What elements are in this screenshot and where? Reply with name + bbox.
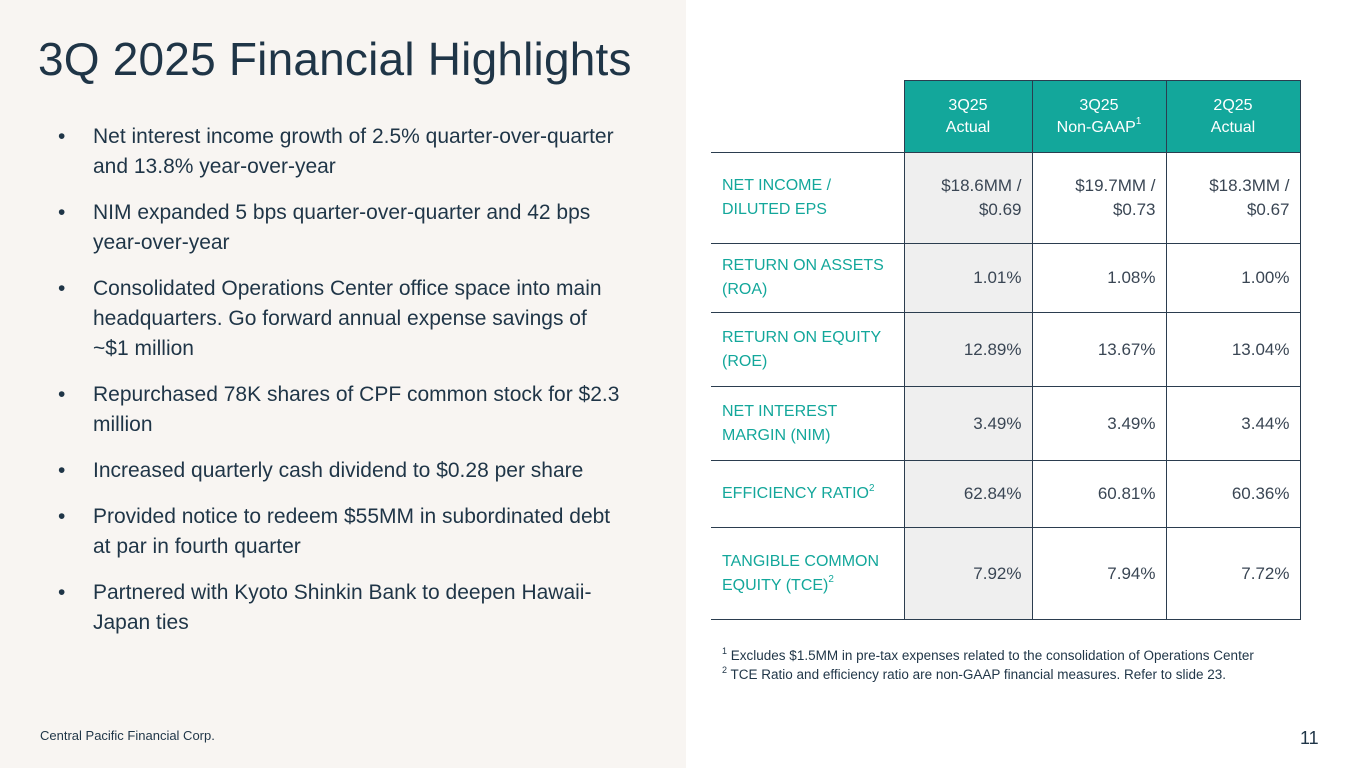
bullet-icon: • — [58, 459, 66, 482]
table-cell: 3.49% — [1031, 386, 1166, 461]
table-cell: 13.04% — [1165, 312, 1301, 387]
footer-company-name: Central Pacific Financial Corp. — [40, 728, 215, 743]
bullet-text: Partnered with Kyoto Shinkin Bank to dee… — [93, 581, 592, 634]
column-header-period: 3Q25 — [948, 96, 988, 114]
table-cell: 1.08% — [1031, 243, 1166, 313]
table-cell: 7.92% — [903, 527, 1032, 620]
row-label-roa: RETURN ON ASSETS (ROA) — [711, 243, 904, 313]
table-cell: 13.67% — [1031, 312, 1166, 387]
list-item: • Repurchased 78K shares of CPF common st… — [58, 380, 628, 440]
cell-value: $0.69 — [978, 200, 1022, 219]
table-cell: 3.49% — [903, 386, 1032, 461]
bullet-text: Consolidated Operations Center office sp… — [93, 277, 602, 360]
footnote: 1 Excludes $1.5MM in pre-tax expenses re… — [722, 646, 1254, 665]
row-label-roe: RETURN ON EQUITY (ROE) — [711, 312, 904, 387]
table-cell: 60.81% — [1031, 460, 1166, 528]
footnote-marker: 2 — [828, 574, 834, 586]
table-cell: 60.36% — [1165, 460, 1301, 528]
bullet-icon: • — [58, 277, 66, 300]
bullet-text: Increased quarterly cash dividend to $0.… — [93, 459, 584, 482]
table-cell: 1.00% — [1165, 243, 1301, 313]
column-header-3q25-non-gaap: 3Q25 Non-GAAP1 — [1031, 80, 1167, 153]
row-label-line: (ROA) — [722, 281, 768, 298]
row-label-line: (ROE) — [722, 352, 768, 370]
bullet-icon: • — [58, 581, 66, 604]
page-number: 11 — [1300, 728, 1319, 748]
cell-value: $18.6MM / — [941, 176, 1022, 195]
footnotes: 1 Excludes $1.5MM in pre-tax expenses re… — [722, 646, 1254, 684]
footnote-marker: 2 — [722, 664, 728, 675]
cell-value: $19.7MM / — [1075, 176, 1156, 195]
row-label-line: RETURN ON EQUITY — [722, 328, 882, 346]
footnote-text: Excludes $1.5MM in pre-tax expenses rela… — [730, 648, 1254, 663]
footnote-marker: 2 — [868, 482, 875, 494]
list-item: • Consolidated Operations Center office s… — [58, 274, 628, 364]
table-row: NET INCOME / DILUTED EPS $18.6MM / $0.69… — [711, 152, 1301, 244]
column-header-period: 3Q25 — [1079, 96, 1119, 114]
bullet-icon: • — [58, 125, 66, 148]
bullet-icon: • — [58, 383, 66, 406]
table-cell: 3.44% — [1165, 386, 1301, 461]
row-label-tce: TANGIBLE COMMON EQUITY (TCE)2 — [711, 527, 904, 620]
row-label-line: RETURN ON ASSETS — [722, 257, 884, 274]
column-header-period: 2Q25 — [1213, 96, 1253, 114]
column-header-type: Actual — [1210, 118, 1256, 136]
table-cell: $18.3MM / $0.67 — [1165, 152, 1301, 244]
table-row: EFFICIENCY RATIO2 62.84% 60.81% 60.36% — [711, 460, 1301, 528]
financial-metrics-table: 3Q25 Actual 3Q25 Non-GAAP1 2Q25 Actual N… — [711, 80, 1301, 620]
table-cell: 7.72% — [1165, 527, 1301, 620]
table-row: NET INTEREST MARGIN (NIM) 3.49% 3.49% 3.… — [711, 386, 1301, 461]
bullet-text: NIM expanded 5 bps quarter-over-quarter … — [93, 201, 591, 254]
row-label-line: NET INCOME / — [722, 177, 832, 194]
row-label-line: DILUTED EPS — [722, 201, 827, 218]
list-item: • Partnered with Kyoto Shinkin Bank to de… — [58, 578, 628, 638]
table-cell: 62.84% — [903, 460, 1032, 528]
row-label-net-income: NET INCOME / DILUTED EPS — [711, 152, 904, 244]
table-row: RETURN ON EQUITY (ROE) 12.89% 13.67% 13.… — [711, 312, 1301, 387]
left-panel — [0, 0, 686, 768]
bullet-text: Provided notice to redeem $55MM in subor… — [93, 505, 611, 558]
footnote-marker: 1 — [722, 645, 728, 656]
list-item: • NIM expanded 5 bps quarter-over-quarter… — [58, 198, 628, 258]
header-blank-cell — [711, 80, 904, 153]
table-cell: 1.01% — [903, 243, 1032, 313]
bullet-text: Net interest income growth of 2.5% quart… — [93, 125, 614, 178]
table-cell: 7.94% — [1031, 527, 1166, 620]
footnote: 2 TCE Ratio and efficiency ratio are non… — [722, 665, 1254, 684]
bullet-icon: • — [58, 201, 66, 224]
cell-value: $18.3MM / — [1209, 176, 1290, 195]
row-label-line: MARGIN (NIM) — [722, 426, 831, 444]
row-label-efficiency-ratio: EFFICIENCY RATIO2 — [711, 460, 904, 528]
column-header-3q25-actual: 3Q25 Actual — [903, 80, 1033, 153]
row-label-line: TANGIBLE COMMON — [722, 552, 880, 570]
column-header-type: Actual — [945, 118, 991, 136]
bullet-icon: • — [58, 505, 66, 528]
bullet-text: Repurchased 78K shares of CPF common sto… — [93, 383, 620, 436]
list-item: • Provided notice to redeem $55MM in subo… — [58, 502, 628, 562]
table-header-row: 3Q25 Actual 3Q25 Non-GAAP1 2Q25 Actual — [711, 80, 1301, 153]
table-row: RETURN ON ASSETS (ROA) 1.01% 1.08% 1.00% — [711, 243, 1301, 313]
table-row: TANGIBLE COMMON EQUITY (TCE)2 7.92% 7.94… — [711, 527, 1301, 620]
table-cell: $18.6MM / $0.69 — [903, 152, 1032, 244]
footnote-text: TCE Ratio and efficiency ratio are non-G… — [730, 667, 1227, 682]
row-label-line: NET INTEREST — [722, 402, 838, 420]
column-header-2q25-actual: 2Q25 Actual — [1165, 80, 1301, 153]
slide-title: 3Q 2025 Financial Highlights — [38, 33, 632, 85]
row-label-line: EFFICIENCY RATIO — [722, 485, 869, 502]
column-header-type: Non-GAAP — [1056, 118, 1136, 136]
highlights-list: • Net interest income growth of 2.5% quar… — [58, 122, 628, 654]
list-item: • Increased quarterly cash dividend to $0… — [58, 456, 628, 486]
footnote-marker: 1 — [1135, 116, 1142, 128]
cell-value: $0.73 — [1112, 200, 1156, 219]
row-label-nim: NET INTEREST MARGIN (NIM) — [711, 386, 904, 461]
cell-value: $0.67 — [1246, 200, 1290, 219]
table-cell: 12.89% — [903, 312, 1032, 387]
row-label-line: EQUITY (TCE) — [722, 576, 829, 594]
list-item: • Net interest income growth of 2.5% quar… — [58, 122, 628, 182]
table-cell: $19.7MM / $0.73 — [1031, 152, 1166, 244]
